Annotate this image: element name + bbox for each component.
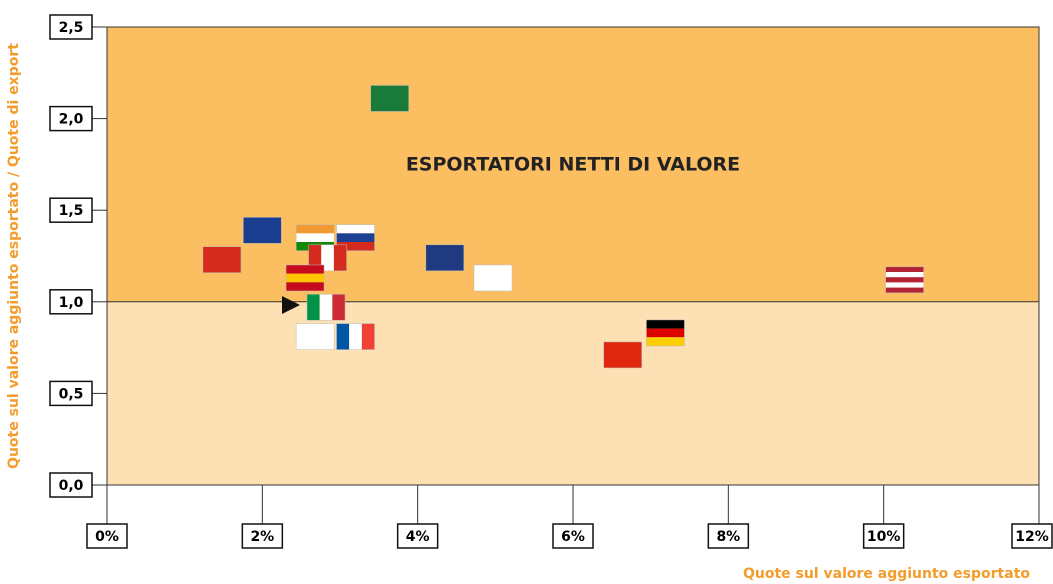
x-axis-label: Quote sul valore aggiunto esportato — [743, 566, 1030, 582]
x-tick-label: 8% — [716, 529, 740, 545]
y-tick-label: 0,5 — [59, 386, 84, 402]
x-tick-label: 2% — [250, 529, 274, 545]
x-tick-label: 10% — [867, 529, 901, 545]
flag-border — [285, 264, 325, 292]
flag-marker — [425, 244, 465, 272]
lower-region — [107, 301, 1039, 485]
flag-marker — [473, 264, 513, 292]
flag-stripe — [361, 323, 375, 350]
flag-marker — [295, 323, 335, 350]
flag-stripe — [336, 224, 375, 234]
flag-stripe — [425, 244, 464, 271]
y-tick-box — [49, 14, 93, 40]
x-tick-label: 4% — [406, 529, 430, 545]
y-tick-box — [49, 380, 93, 407]
flag-marker — [243, 217, 282, 244]
flag-stripe — [202, 246, 241, 273]
flag-border — [370, 85, 409, 112]
x-tick-label: 0% — [95, 529, 119, 545]
flag-stripe — [885, 266, 924, 273]
x-tick-box — [86, 523, 128, 549]
y-tick-box — [49, 105, 93, 132]
x-tick-box — [862, 523, 905, 549]
y-tick-box — [49, 289, 93, 315]
y-tick-box — [49, 197, 93, 223]
flag-border — [646, 319, 685, 347]
flag-marker — [308, 244, 347, 272]
flag-marker — [603, 341, 642, 369]
flag-stripe — [308, 244, 322, 271]
flag-border — [306, 294, 346, 321]
y-tick-label: 1,0 — [59, 295, 84, 311]
flag-stripe — [296, 323, 335, 350]
flag-stripe — [646, 328, 685, 338]
y-tick-label: 2,0 — [59, 112, 84, 128]
x-tick-box — [707, 523, 750, 549]
flag-border — [603, 341, 642, 369]
flag-marker — [306, 294, 346, 321]
flag-stripe — [286, 264, 325, 274]
flag-stripe — [336, 233, 375, 243]
flag-stripe — [286, 273, 325, 283]
flag-stripe — [336, 242, 375, 251]
flag-stripe — [321, 244, 334, 271]
flag-stripe — [885, 277, 924, 283]
flag-stripe — [296, 233, 335, 243]
flag-marker — [885, 266, 924, 294]
flag-stripe — [603, 341, 642, 368]
flag-marker — [646, 319, 685, 347]
x-tick-box — [241, 523, 284, 549]
flag-stripe — [243, 217, 282, 244]
flag-border — [336, 323, 375, 350]
y-tick-box — [49, 472, 93, 498]
flag-stripe — [885, 282, 924, 288]
flag-border — [473, 264, 513, 292]
y-tick-label: 1,5 — [59, 203, 84, 219]
x-tick-label: 12% — [1015, 529, 1049, 545]
flag-marker — [336, 323, 375, 350]
flag-stripe — [349, 323, 362, 350]
annotation: ESPORTATORI NETTI DI VALORE — [406, 154, 740, 176]
flag-marker — [285, 264, 325, 292]
flag-border — [425, 244, 465, 272]
flag-stripe — [885, 287, 924, 293]
x-tick-box — [1011, 523, 1053, 549]
x-tick-label: 6% — [561, 529, 585, 545]
y-axis-label: Quote sul valore aggiunto esportato / Qu… — [6, 43, 22, 469]
flag-border — [336, 224, 375, 251]
x-tick-box — [552, 523, 594, 549]
flag-stripe — [646, 319, 685, 329]
flag-stripe — [296, 224, 335, 234]
flag-border — [885, 266, 924, 294]
flag-marker — [370, 85, 409, 112]
pointer-arrow — [282, 296, 300, 314]
flag-stripe — [333, 244, 347, 271]
flag-stripe — [332, 294, 346, 321]
flag-stripe — [336, 323, 350, 350]
flag-marker — [336, 224, 375, 251]
flag-border — [243, 217, 282, 244]
upper-region — [107, 27, 1039, 302]
flag-stripe — [474, 264, 513, 291]
x-tick-box — [396, 523, 439, 549]
y-tick-label: 0,0 — [59, 478, 84, 494]
flag-stripe — [307, 294, 320, 321]
flag-border — [295, 323, 335, 350]
flag-border — [308, 244, 347, 272]
flag-stripe — [286, 282, 325, 291]
flag-stripe — [370, 85, 409, 112]
flag-border — [202, 246, 242, 273]
flag-stripe — [885, 272, 924, 278]
flag-marker — [202, 246, 242, 273]
y-tick-label: 2,5 — [59, 20, 84, 36]
flag-stripe — [646, 337, 685, 346]
flag-stripe — [319, 294, 333, 321]
